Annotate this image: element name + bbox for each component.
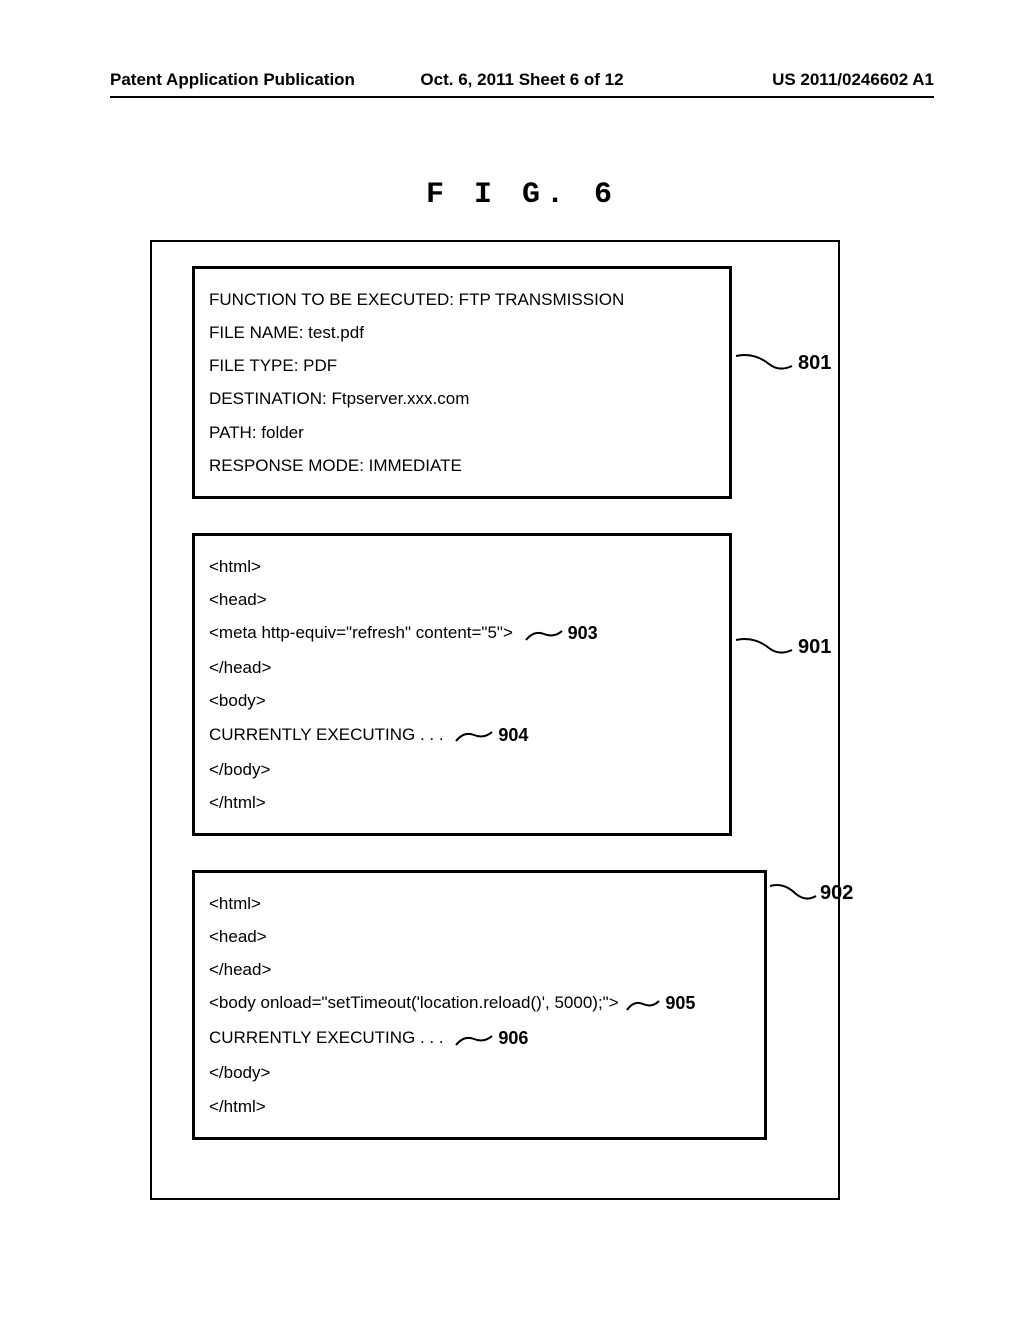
header-right: US 2011/0246602 A1 bbox=[659, 70, 934, 90]
header-divider bbox=[110, 96, 934, 98]
box902-line: CURRENTLY EXECUTING . . . 906 bbox=[209, 1021, 750, 1056]
box901-line: </html> bbox=[209, 786, 715, 819]
page-header: Patent Application Publication Oct. 6, 2… bbox=[110, 70, 934, 90]
header-left: Patent Application Publication bbox=[110, 70, 385, 90]
callout-904-label: 904 bbox=[498, 725, 528, 745]
box801-line: DESTINATION: Ftpserver.xxx.com bbox=[209, 382, 715, 415]
box801-line: PATH: folder bbox=[209, 416, 715, 449]
box901-line: <head> bbox=[209, 583, 715, 616]
callout-906-label: 906 bbox=[498, 1028, 528, 1048]
box901-line-text: CURRENTLY EXECUTING . . . bbox=[209, 725, 444, 744]
box801-line: FILE NAME: test.pdf bbox=[209, 316, 715, 349]
connector-801 bbox=[734, 352, 794, 382]
callout-906: 906 bbox=[454, 1021, 528, 1056]
callout-801-label: 801 bbox=[798, 352, 831, 375]
box902-line-text: CURRENTLY EXECUTING . . . bbox=[209, 1028, 444, 1047]
callout-903: 903 bbox=[524, 616, 598, 651]
callout-903-label: 903 bbox=[568, 623, 598, 643]
connector-902 bbox=[768, 882, 818, 912]
box902-line: <head> bbox=[209, 920, 750, 953]
callout-902-label: 902 bbox=[820, 882, 853, 905]
box902-line-text: <body onload="setTimeout('location.reloa… bbox=[209, 993, 619, 1012]
box801-line: FUNCTION TO BE EXECUTED: FTP TRANSMISSIO… bbox=[209, 283, 715, 316]
box901-line: <body> bbox=[209, 684, 715, 717]
box901-line: </body> bbox=[209, 753, 715, 786]
box801-line: FILE TYPE: PDF bbox=[209, 349, 715, 382]
box-902: <html> <head> </head> <body onload="setT… bbox=[192, 870, 767, 1140]
box901-line: <html> bbox=[209, 550, 715, 583]
callout-905: 905 bbox=[625, 986, 695, 1021]
figure-title: F I G. 6 bbox=[110, 178, 934, 212]
box902-line: </body> bbox=[209, 1056, 750, 1089]
box901-line: <meta http-equiv="refresh" content="5"> … bbox=[209, 616, 715, 651]
box-801: FUNCTION TO BE EXECUTED: FTP TRANSMISSIO… bbox=[192, 266, 732, 499]
box901-line: CURRENTLY EXECUTING . . . 904 bbox=[209, 718, 715, 753]
box801-line: RESPONSE MODE: IMMEDIATE bbox=[209, 449, 715, 482]
header-center: Oct. 6, 2011 Sheet 6 of 12 bbox=[385, 70, 660, 90]
figure-outer-frame: FUNCTION TO BE EXECUTED: FTP TRANSMISSIO… bbox=[150, 240, 840, 1200]
callout-904: 904 bbox=[454, 718, 528, 753]
box902-line: <html> bbox=[209, 887, 750, 920]
box902-line: <body onload="setTimeout('location.reloa… bbox=[209, 986, 750, 1021]
box901-line: </head> bbox=[209, 651, 715, 684]
box901-line-text: <meta http-equiv="refresh" content="5"> bbox=[209, 623, 513, 642]
box-901: <html> <head> <meta http-equiv="refresh"… bbox=[192, 533, 732, 836]
box902-line: </head> bbox=[209, 953, 750, 986]
box902-line: </html> bbox=[209, 1090, 750, 1123]
callout-901-label: 901 bbox=[798, 636, 831, 659]
connector-901 bbox=[734, 636, 794, 666]
callout-905-label: 905 bbox=[665, 993, 695, 1013]
